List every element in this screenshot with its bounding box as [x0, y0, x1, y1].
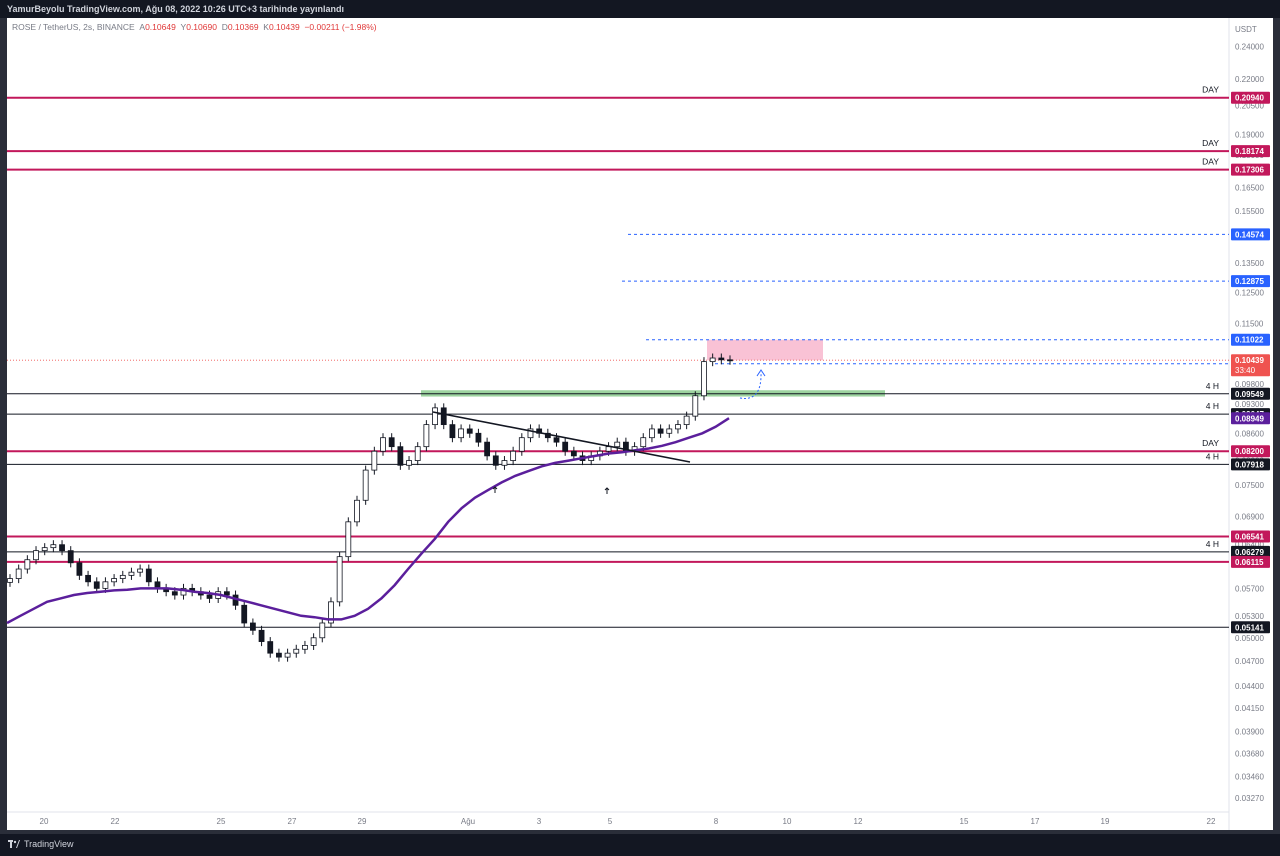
footer-brand: TradingView [24, 839, 74, 849]
close-label: K [263, 22, 269, 32]
symbol-legend: ROSE / TetherUS, 2s, BINANCE A0.10649 Y0… [12, 22, 377, 32]
high-value: 0.10690 [186, 22, 217, 32]
change-value: −0.00211 (−1.98%) [304, 22, 377, 32]
low-label: D [221, 22, 228, 32]
symbol-name[interactable]: ROSE / TetherUS, 2s, BINANCE [12, 22, 135, 32]
open-value: 0.10649 [145, 22, 176, 32]
publish-header: YamurBeyolu TradingView.com, Ağu 08, 202… [0, 0, 1280, 18]
footer-bar: TradingView [0, 834, 1280, 856]
open-label: A [139, 22, 146, 32]
low-value: 0.10369 [227, 22, 259, 32]
chart-pane[interactable]: ROSE / TetherUS, 2s, BINANCE A0.10649 Y0… [7, 18, 1273, 830]
high-label: Y [180, 22, 187, 32]
tradingview-logo-icon [8, 840, 20, 848]
close-value: 0.10439 [268, 22, 300, 32]
